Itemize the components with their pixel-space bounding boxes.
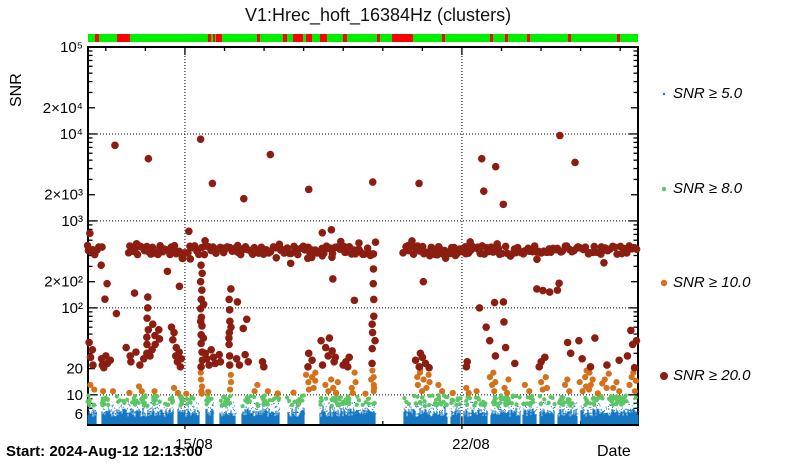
status-bad-segment [391,34,413,42]
status-bad-segment [257,34,260,42]
legend-label: SNR ≥ 5.0 [673,84,743,102]
legend-marker-dot-icon [661,186,667,192]
legend-label: SNR ≥ 10.0 [673,273,751,291]
status-bad-segment [306,34,313,42]
status-good-segment [88,34,638,42]
x-tick-label: 15/08 [175,436,213,453]
y-tick-label: 2×10³ [44,187,83,204]
x-tick-label: 22/08 [452,436,490,453]
status-bad-segment [116,34,131,42]
legend-marker-dot-icon [660,372,668,380]
status-bad-segment [342,34,347,42]
y-tick-label: 6 [75,406,83,423]
status-bar [88,34,638,42]
legend-entry: SNR ≥ 5.0 [653,83,742,103]
legend-entry: SNR ≥ 8.0 [653,178,742,198]
grid [88,47,638,425]
y-tick-label: 10² [61,300,83,317]
legend-entry: SNR ≥ 10.0 [653,272,750,292]
plot-frame [87,46,639,426]
legend-label: SNR ≥ 8.0 [673,179,743,197]
status-bad-segment [215,34,222,42]
y-tick-label: 10 [66,387,83,404]
status-bad-segment [616,34,621,42]
y-tick-label: 2×10⁴ [43,100,83,117]
status-bad-segment [282,34,287,42]
status-bad-segment [292,34,303,42]
series-snr10 [87,366,640,397]
y-tick-label: 2×10² [44,274,83,291]
legend-label: SNR ≥ 20.0 [673,366,751,384]
legend-marker-dot-icon [662,92,666,96]
series-snr8 [85,393,638,409]
status-bad-segment [377,34,380,42]
legend: SNR ≥ 5.0 SNR ≥ 8.0 SNR ≥ 10.0 SNR ≥ 20.0 [653,0,803,440]
y-tick-label: 10⁵ [60,39,83,56]
y-axis-title: SNR [8,73,25,107]
legend-entry: SNR ≥ 20.0 [653,365,750,385]
y-tick-label: 10⁴ [60,126,83,143]
series-snr20 [83,131,641,372]
y-tick-label: 10³ [61,213,83,230]
page-title: V1:Hrec_hoft_16384Hz (clusters) [244,5,512,25]
status-bad-segment [94,34,99,42]
y-tick-label: 20 [66,361,83,378]
start-time-label: Start: 2024-Aug-12 12:13:00 [6,443,203,460]
status-bad-segment [319,34,327,42]
status-bad-segment [527,34,530,42]
status-bad-segment [207,34,211,42]
status-bad-segment [567,34,572,42]
status-bad-segment [441,34,446,42]
legend-marker-dot-icon [660,279,668,287]
status-bad-segment [505,34,508,42]
x-axis-title: Date [597,443,631,460]
status-bad-segment [489,34,494,42]
status-bad-segment [213,34,215,42]
